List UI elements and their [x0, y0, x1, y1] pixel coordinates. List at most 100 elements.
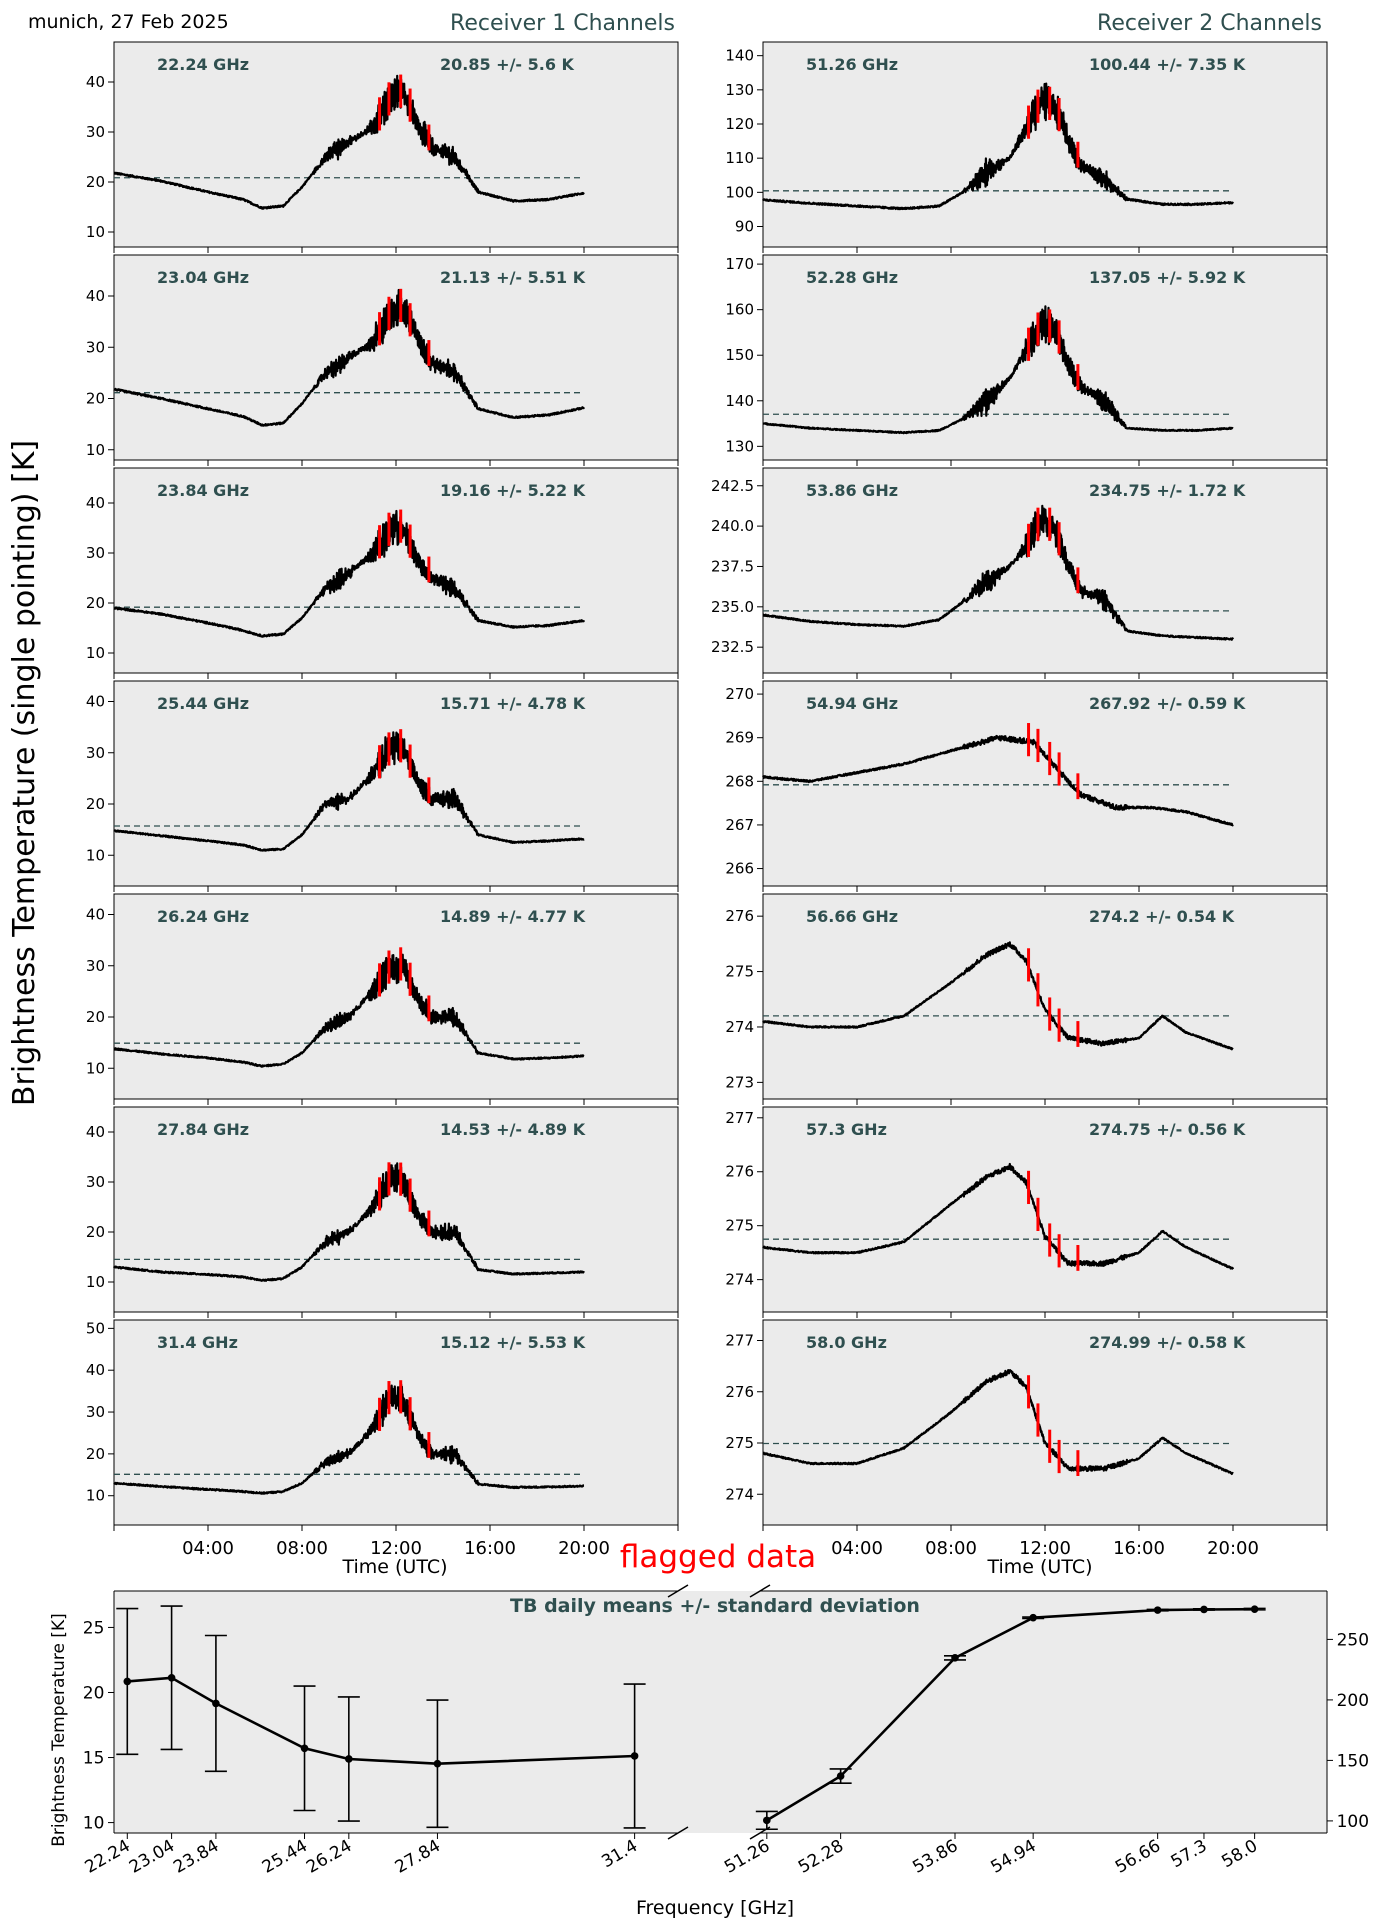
y-tick-label: 275: [725, 963, 754, 981]
receiver2-x-axis-label: Time (UTC): [986, 1556, 1092, 1578]
summary-x-tick-label: 26.24: [303, 1836, 355, 1878]
panel-1-5: 274 275 276 277 57.3 GHz 274.75 +/- 0.56 K: [725, 1106, 1328, 1318]
location-date-label: munich, 27 Feb 2025: [28, 11, 229, 33]
summary-x-tick-label: 27.84: [392, 1836, 444, 1878]
channel-frequency-label: 22.24 GHz: [157, 55, 249, 74]
y-tick-label: 277: [725, 1109, 754, 1127]
y-tick-label: 50: [86, 1319, 105, 1337]
series-line: [113, 288, 585, 427]
y-tick-label: 20: [86, 1445, 105, 1463]
summary-title: TB daily means +/- standard deviation: [510, 1595, 920, 1617]
mean-point: [300, 1744, 309, 1753]
summary-x-tick-label: 57.3: [1168, 1836, 1211, 1872]
x-tick-label: 16:00: [464, 1538, 516, 1559]
panel-0-4: 10 20 30 40 26.24 GHz 14.89 +/- 4.77 K: [86, 893, 679, 1105]
y-tick-label: 237.5: [711, 557, 754, 575]
series-line: [113, 509, 586, 638]
x-tick-label: 12:00: [1019, 1538, 1071, 1559]
summary-x-tick-label: 52.28: [795, 1836, 847, 1878]
y-tick-label: 40: [86, 693, 105, 711]
y-tick-label: 30: [86, 123, 105, 141]
x-tick-label: 08:00: [276, 1538, 328, 1559]
y-tick-label: 30: [86, 744, 105, 762]
y-tick-label: 40: [86, 906, 105, 924]
y-tick-label: 20: [86, 1223, 105, 1241]
y-tick-label: 90: [735, 218, 754, 236]
series-line: [762, 941, 1234, 1051]
mean-point: [123, 1677, 132, 1686]
panel-background: [113, 467, 679, 674]
panel-background: [113, 41, 679, 248]
y-tick-label: 242.5: [711, 477, 754, 495]
channel-stat-label: 20.85 +/- 5.6 K: [440, 55, 575, 74]
channel-frequency-label: 23.04 GHz: [157, 268, 249, 287]
summary-x-tick-label: 54.94: [988, 1836, 1040, 1878]
y-tick-label: 160: [725, 301, 754, 319]
y-tick-label: 240.0: [711, 517, 754, 535]
y-tick-label: 40: [86, 73, 105, 91]
channel-frequency-label: 54.94 GHz: [806, 694, 898, 713]
series-line: [113, 74, 585, 210]
summary-x-tick-label: 23.04: [126, 1836, 178, 1878]
y-tick-label: 275: [725, 1434, 754, 1452]
y-tick-label: 274: [725, 1271, 754, 1289]
panel-background: [762, 680, 1328, 887]
panel-0-3: 10 20 30 40 25.44 GHz 15.71 +/- 4.78 K: [86, 680, 679, 892]
y-tick-label: 277: [725, 1332, 754, 1350]
y-tick-label: 150: [725, 346, 754, 364]
y-tick-label: 40: [86, 1361, 105, 1379]
summary-x-tick-label: 53.86: [909, 1836, 961, 1878]
mean-point: [433, 1759, 442, 1768]
axis-break-mark: [667, 1826, 689, 1840]
panel-1-4: 273 274 275 276 56.66 GHz 274.2 +/- 0.54 K: [725, 893, 1328, 1105]
summary-y-tick-label: 250: [1337, 1630, 1369, 1650]
x-tick-label: 08:00: [925, 1538, 977, 1559]
channel-frequency-label: 52.28 GHz: [806, 268, 898, 287]
series-line: [762, 82, 1234, 211]
channel-frequency-label: 51.26 GHz: [806, 55, 898, 74]
y-tick-label: 130: [725, 437, 754, 455]
series-line: [762, 1369, 1234, 1475]
y-tick-label: 235.0: [711, 598, 754, 616]
summary-x-tick-label: 23.84: [170, 1836, 222, 1878]
mean-point: [951, 1654, 959, 1662]
summary-x-tick-label: 25.44: [259, 1836, 311, 1878]
y-tick-label: 10: [86, 1059, 105, 1077]
channel-frequency-label: 25.44 GHz: [157, 694, 249, 713]
y-tick-label: 20: [86, 795, 105, 813]
channel-stat-label: 234.75 +/- 1.72 K: [1089, 481, 1246, 500]
y-tick-label: 268: [725, 772, 754, 790]
summary-x-tick-label: 51.26: [721, 1836, 773, 1878]
mean-point: [167, 1673, 176, 1682]
y-tick-label: 40: [86, 287, 105, 305]
summary-y-axis-label: Brightness Temperature [K]: [49, 1613, 69, 1846]
mean-point: [630, 1752, 639, 1760]
summary-y-tick-label: 20: [83, 1683, 105, 1703]
mean-point: [763, 1816, 771, 1825]
summary-x-tick-label: 31.4: [598, 1836, 641, 1872]
y-tick-label: 20: [86, 390, 105, 408]
channel-stat-label: 100.44 +/- 7.35 K: [1089, 55, 1246, 74]
summary-y-tick-label: 25: [83, 1618, 105, 1638]
x-tick-label: 04:00: [182, 1538, 234, 1559]
y-tick-label: 120: [725, 115, 754, 133]
panel-1-3: 266 267 268 269 270 54.94 GHz 267.92 +/- 0.59 …: [725, 680, 1328, 892]
y-tick-label: 10: [86, 1487, 105, 1505]
panel-background: [113, 254, 679, 461]
panel-0-0: 10 20 30 40 22.24 GHz 20.85 +/- 5.6 K: [86, 41, 679, 253]
summary-background: [114, 1591, 1327, 1833]
global-y-axis-label: Brightness Temperature (single pointing)…: [7, 440, 42, 1106]
panel-0-6: 10 20 30 40 50 31.4 GHz 15.12 +/- 5.53 K: [86, 1319, 679, 1531]
y-tick-label: 269: [725, 729, 754, 747]
channel-stat-label: 15.71 +/- 4.78 K: [440, 694, 586, 713]
channel-frequency-label: 58.0 GHz: [806, 1333, 887, 1352]
channel-stat-label: 19.16 +/- 5.22 K: [440, 481, 586, 500]
summary-y-tick-label: 200: [1337, 1691, 1369, 1711]
mean-point: [345, 1755, 353, 1763]
y-tick-label: 276: [725, 907, 754, 925]
x-tick-label: 04:00: [831, 1538, 883, 1559]
y-tick-label: 266: [725, 860, 754, 878]
summary-y-tick-label: 10: [83, 1814, 105, 1834]
axis-break-mark: [667, 1584, 689, 1598]
